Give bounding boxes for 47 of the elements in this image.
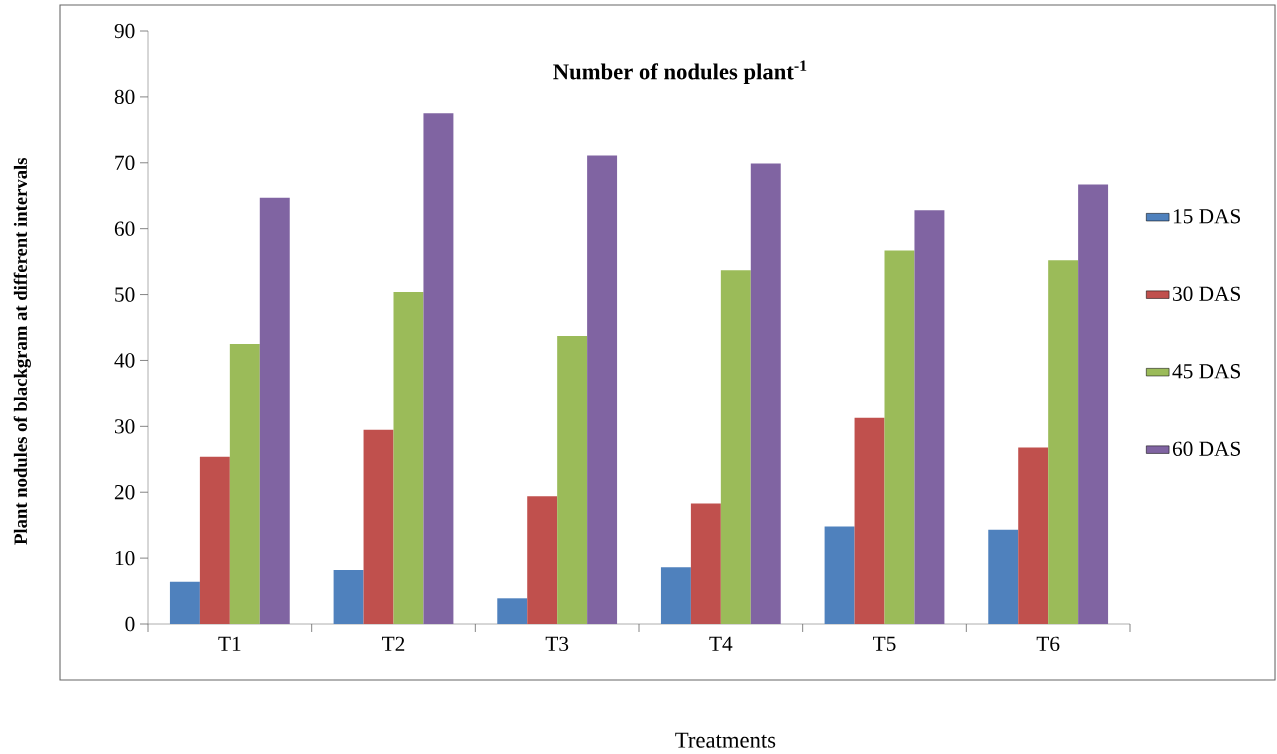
x-tick-label: T1 (218, 636, 241, 651)
bar (587, 155, 618, 624)
bar (229, 343, 260, 624)
bar (1018, 447, 1049, 624)
y-tick-label: 0 (125, 616, 135, 632)
y-tick-label: 60 (114, 221, 135, 236)
y-tick-label: 20 (114, 485, 135, 500)
bar (1048, 260, 1079, 624)
bar (557, 336, 588, 624)
y-tick-label: 90 (114, 23, 135, 39)
bar (720, 270, 751, 624)
y-tick-label: 80 (114, 89, 135, 105)
bar (884, 250, 915, 624)
legend-label: 45 DAS (1172, 364, 1240, 379)
x-tick-label: T5 (873, 636, 896, 651)
x-axis-title: Treatments (675, 732, 776, 748)
bar (169, 581, 200, 624)
bar (527, 496, 558, 624)
bar (914, 210, 945, 624)
y-tick-label: 10 (115, 550, 135, 566)
text: Number of nodules plant$^{-1}$ (553, 60, 807, 85)
bar (423, 113, 454, 624)
bar (497, 598, 528, 624)
bar (660, 567, 691, 624)
bar (333, 569, 364, 624)
bar (824, 526, 855, 624)
bar (1078, 184, 1109, 624)
bar (363, 429, 394, 624)
bar (750, 163, 781, 624)
y-axis-title: Plant nodules of blackgram at different intervals (13, 157, 31, 545)
legend-label: 30 DAS (1173, 286, 1240, 301)
legend-label: 60 DAS (1172, 441, 1240, 456)
x-tick-label: T6 (1036, 636, 1060, 652)
bar (854, 417, 885, 624)
y-tick-label: 40 (114, 353, 135, 368)
y-tick-label: 50 (115, 287, 135, 302)
x-tick-label: T4 (709, 636, 733, 651)
y-tick-label: 70 (115, 155, 135, 170)
bar (259, 197, 290, 624)
x-tick-label: T3 (545, 636, 569, 652)
bar (199, 456, 230, 624)
x-tick-label: T2 (382, 636, 405, 651)
bar (988, 529, 1019, 624)
y-tick-label: 30 (114, 419, 135, 434)
bar (393, 291, 424, 624)
legend-label: 15 DAS (1173, 209, 1240, 224)
bar (690, 503, 721, 624)
